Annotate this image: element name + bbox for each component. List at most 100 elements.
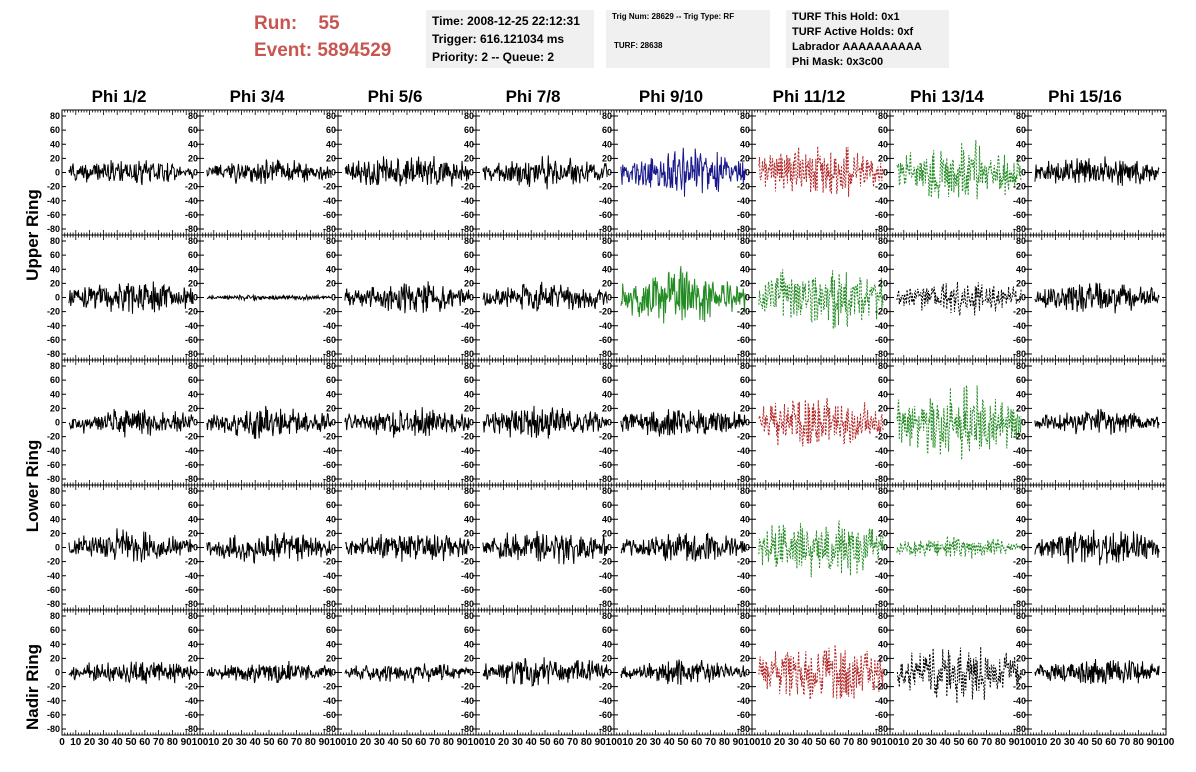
y-tick-label: -80: [185, 474, 198, 484]
y-tick-label: -40: [185, 321, 198, 331]
y-tick-label: 20: [50, 153, 60, 163]
col-label-6: Phi 11/12: [772, 87, 846, 106]
y-tick-label: -20: [875, 432, 888, 442]
y-tick-label: -40: [323, 571, 336, 581]
y-tick-label: 0: [745, 668, 750, 678]
waveform-2-5: [758, 398, 884, 447]
y-tick-label: -60: [323, 710, 336, 720]
y-tick-label: -20: [1013, 182, 1026, 192]
y-tick-label: -60: [737, 210, 750, 220]
y-tick-label: 0: [469, 168, 474, 178]
trig-num-box: Trig Num: 28629 -- Trig Type: RF TURF: 2…: [606, 10, 770, 68]
y-tick-label: -40: [1013, 446, 1026, 456]
y-tick-label: 80: [50, 611, 60, 621]
col-label-7: Phi 13/14: [910, 87, 984, 106]
y-tick-label: -80: [461, 224, 474, 234]
y-tick-label: -40: [875, 321, 888, 331]
y-tick-label: 0: [469, 668, 474, 678]
y-tick-label: -80: [875, 474, 888, 484]
y-tick-label: -20: [323, 307, 336, 317]
y-tick-label: -80: [323, 224, 336, 234]
y-tick-label: 0: [607, 168, 612, 178]
y-tick-label: 20: [878, 278, 888, 288]
event-value: 5894529: [317, 40, 392, 61]
y-tick-label: 80: [740, 611, 750, 621]
y-tick-label: 40: [464, 639, 474, 649]
y-tick-label: -60: [461, 710, 474, 720]
y-tick-label: 40: [740, 389, 750, 399]
y-tick-label: 20: [602, 278, 612, 288]
y-tick-label: 40: [188, 514, 198, 524]
y-tick-label: -60: [1013, 210, 1026, 220]
run-row: Run: 55: [254, 10, 391, 37]
y-tick-label: -20: [461, 557, 474, 567]
y-tick-label: 80: [602, 361, 612, 371]
y-tick-label: 60: [878, 250, 888, 260]
y-tick-label: 60: [740, 625, 750, 635]
y-tick-label: 80: [464, 486, 474, 496]
waveform-3-2: [344, 533, 470, 562]
waveform-4-0: [68, 661, 194, 684]
y-tick-label: -60: [875, 460, 888, 470]
y-tick-label: -60: [47, 585, 60, 595]
y-tick-label: -40: [323, 321, 336, 331]
waveform-1-5: [758, 269, 884, 329]
waveform-2-0: [68, 408, 194, 438]
y-tick-label: -60: [185, 335, 198, 345]
y-tick-label: -40: [737, 321, 750, 331]
y-tick-label: -20: [185, 182, 198, 192]
y-tick-label: 40: [602, 139, 612, 149]
y-tick-label: -40: [461, 196, 474, 206]
waveform-0-5: [758, 146, 884, 197]
y-tick-label: -80: [599, 599, 612, 609]
y-tick-label: 60: [464, 125, 474, 135]
y-tick-label: 20: [188, 653, 198, 663]
y-tick-label: -40: [185, 196, 198, 206]
y-tick-label: -20: [185, 682, 198, 692]
y-tick-label: 20: [188, 403, 198, 413]
y-tick-label: 40: [50, 264, 60, 274]
y-tick-label: 80: [878, 236, 888, 246]
y-tick-label: 60: [188, 375, 198, 385]
y-tick-label: 40: [188, 264, 198, 274]
y-tick-label: 40: [326, 264, 336, 274]
y-tick-label: 60: [50, 375, 60, 385]
y-tick-label: 20: [464, 653, 474, 663]
y-tick-label: 0: [883, 543, 888, 553]
y-tick-label: -80: [185, 599, 198, 609]
y-tick-label: 0: [55, 418, 60, 428]
y-tick-label: 0: [469, 418, 474, 428]
y-tick-label: -80: [47, 224, 60, 234]
y-tick-label: -20: [1013, 432, 1026, 442]
y-tick-label: -20: [737, 182, 750, 192]
waveform-2-6: [896, 385, 1022, 460]
y-tick-label: 0: [331, 418, 336, 428]
y-tick-label: -80: [323, 474, 336, 484]
y-tick-label: 40: [326, 139, 336, 149]
y-tick-label: 20: [188, 153, 198, 163]
waveform-1-1: [206, 293, 332, 303]
y-tick-label: 20: [464, 153, 474, 163]
y-tick-label: 0: [745, 293, 750, 303]
y-tick-label: 60: [326, 625, 336, 635]
y-tick-label: -80: [599, 724, 612, 734]
y-tick-label: 40: [602, 264, 612, 274]
y-tick-label: -20: [599, 307, 612, 317]
y-tick-label: -20: [185, 432, 198, 442]
y-tick-label: 80: [326, 361, 336, 371]
y-tick-label: 80: [326, 486, 336, 496]
y-tick-label: 20: [326, 653, 336, 663]
phi-mask-line: Phi Mask: 0x3c00: [792, 56, 884, 68]
y-tick-label: 60: [188, 125, 198, 135]
y-tick-label: 20: [602, 403, 612, 413]
y-tick-label: -80: [875, 599, 888, 609]
y-tick-label: 0: [55, 293, 60, 303]
col-label-8: Phi 15/16: [1048, 87, 1122, 106]
y-tick-label: 60: [464, 500, 474, 510]
y-tick-label: -60: [737, 585, 750, 595]
y-tick-label: 80: [326, 236, 336, 246]
y-tick-label: 80: [50, 361, 60, 371]
waveform-3-4: [620, 532, 746, 563]
y-tick-label: -20: [737, 432, 750, 442]
y-tick-label: 60: [188, 250, 198, 260]
